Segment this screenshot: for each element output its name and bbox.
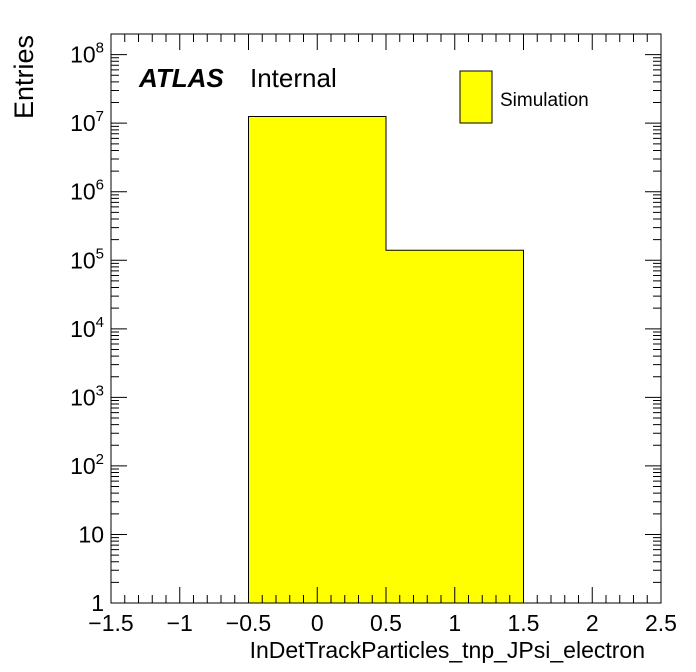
histogram-outline <box>248 116 524 603</box>
x-tick-label: −0.5 <box>226 610 271 636</box>
y-tick-base: 10 <box>70 247 96 273</box>
y-tick-exponent: 8 <box>96 40 104 57</box>
internal-label: Internal <box>250 63 337 93</box>
y-tick-base: 10 <box>70 384 96 410</box>
y-tick-base: 10 <box>70 179 96 205</box>
y-tick-base: 10 <box>70 42 96 68</box>
y-axis-label: Entries <box>9 35 39 119</box>
y-tick-label: 105 <box>70 245 104 273</box>
x-tick-label: 1.5 <box>508 610 540 636</box>
x-tick-label: 0 <box>311 610 324 636</box>
y-tick-label: 103 <box>70 382 104 410</box>
x-tick-label: 1 <box>448 610 461 636</box>
y-tick-label: 1 <box>91 590 104 616</box>
y-tick-base: 10 <box>70 110 96 136</box>
y-tick-base: 10 <box>70 316 96 342</box>
y-tick-label: 107 <box>70 108 104 136</box>
plot-frame <box>110 33 662 604</box>
legend-swatch-simulation <box>459 70 493 124</box>
axis-ticks <box>110 33 662 604</box>
y-tick-exponent: 3 <box>96 382 104 399</box>
y-tick-label: 10 <box>78 521 104 547</box>
y-tick-base: 10 <box>70 453 96 479</box>
y-tick-base: 10 <box>78 521 104 547</box>
x-tick-labels: −1.5 −1 −0.5 0 0.5 1 1.5 2 2.5 <box>88 610 677 636</box>
y-tick-label: 108 <box>70 40 104 68</box>
x-tick-label: −1 <box>167 610 193 636</box>
x-tick-label: 2.5 <box>645 610 677 636</box>
y-tick-exponent: 7 <box>96 108 104 125</box>
y-tick-label: 106 <box>70 177 104 205</box>
y-tick-exponent: 5 <box>96 245 104 262</box>
x-tick-label: 0.5 <box>370 610 402 636</box>
y-tick-base: 1 <box>91 590 104 616</box>
histogram-bar <box>386 250 524 603</box>
legend-label-simulation: Simulation <box>500 90 589 111</box>
atlas-label: ATLAS <box>138 63 224 93</box>
y-tick-label: 102 <box>70 451 104 479</box>
y-tick-exponent: 4 <box>96 314 104 331</box>
y-tick-label: 104 <box>70 314 104 342</box>
histogram-bar <box>248 116 386 603</box>
y-tick-exponent: 6 <box>96 177 104 194</box>
y-tick-exponent: 2 <box>96 451 104 468</box>
x-tick-label: −1.5 <box>88 610 133 636</box>
legend: Simulation <box>459 70 589 124</box>
x-tick-label: 2 <box>586 610 599 636</box>
histogram-bars <box>248 116 524 603</box>
x-axis-label: InDetTrackParticles_tnp_JPsi_electron <box>250 637 645 663</box>
